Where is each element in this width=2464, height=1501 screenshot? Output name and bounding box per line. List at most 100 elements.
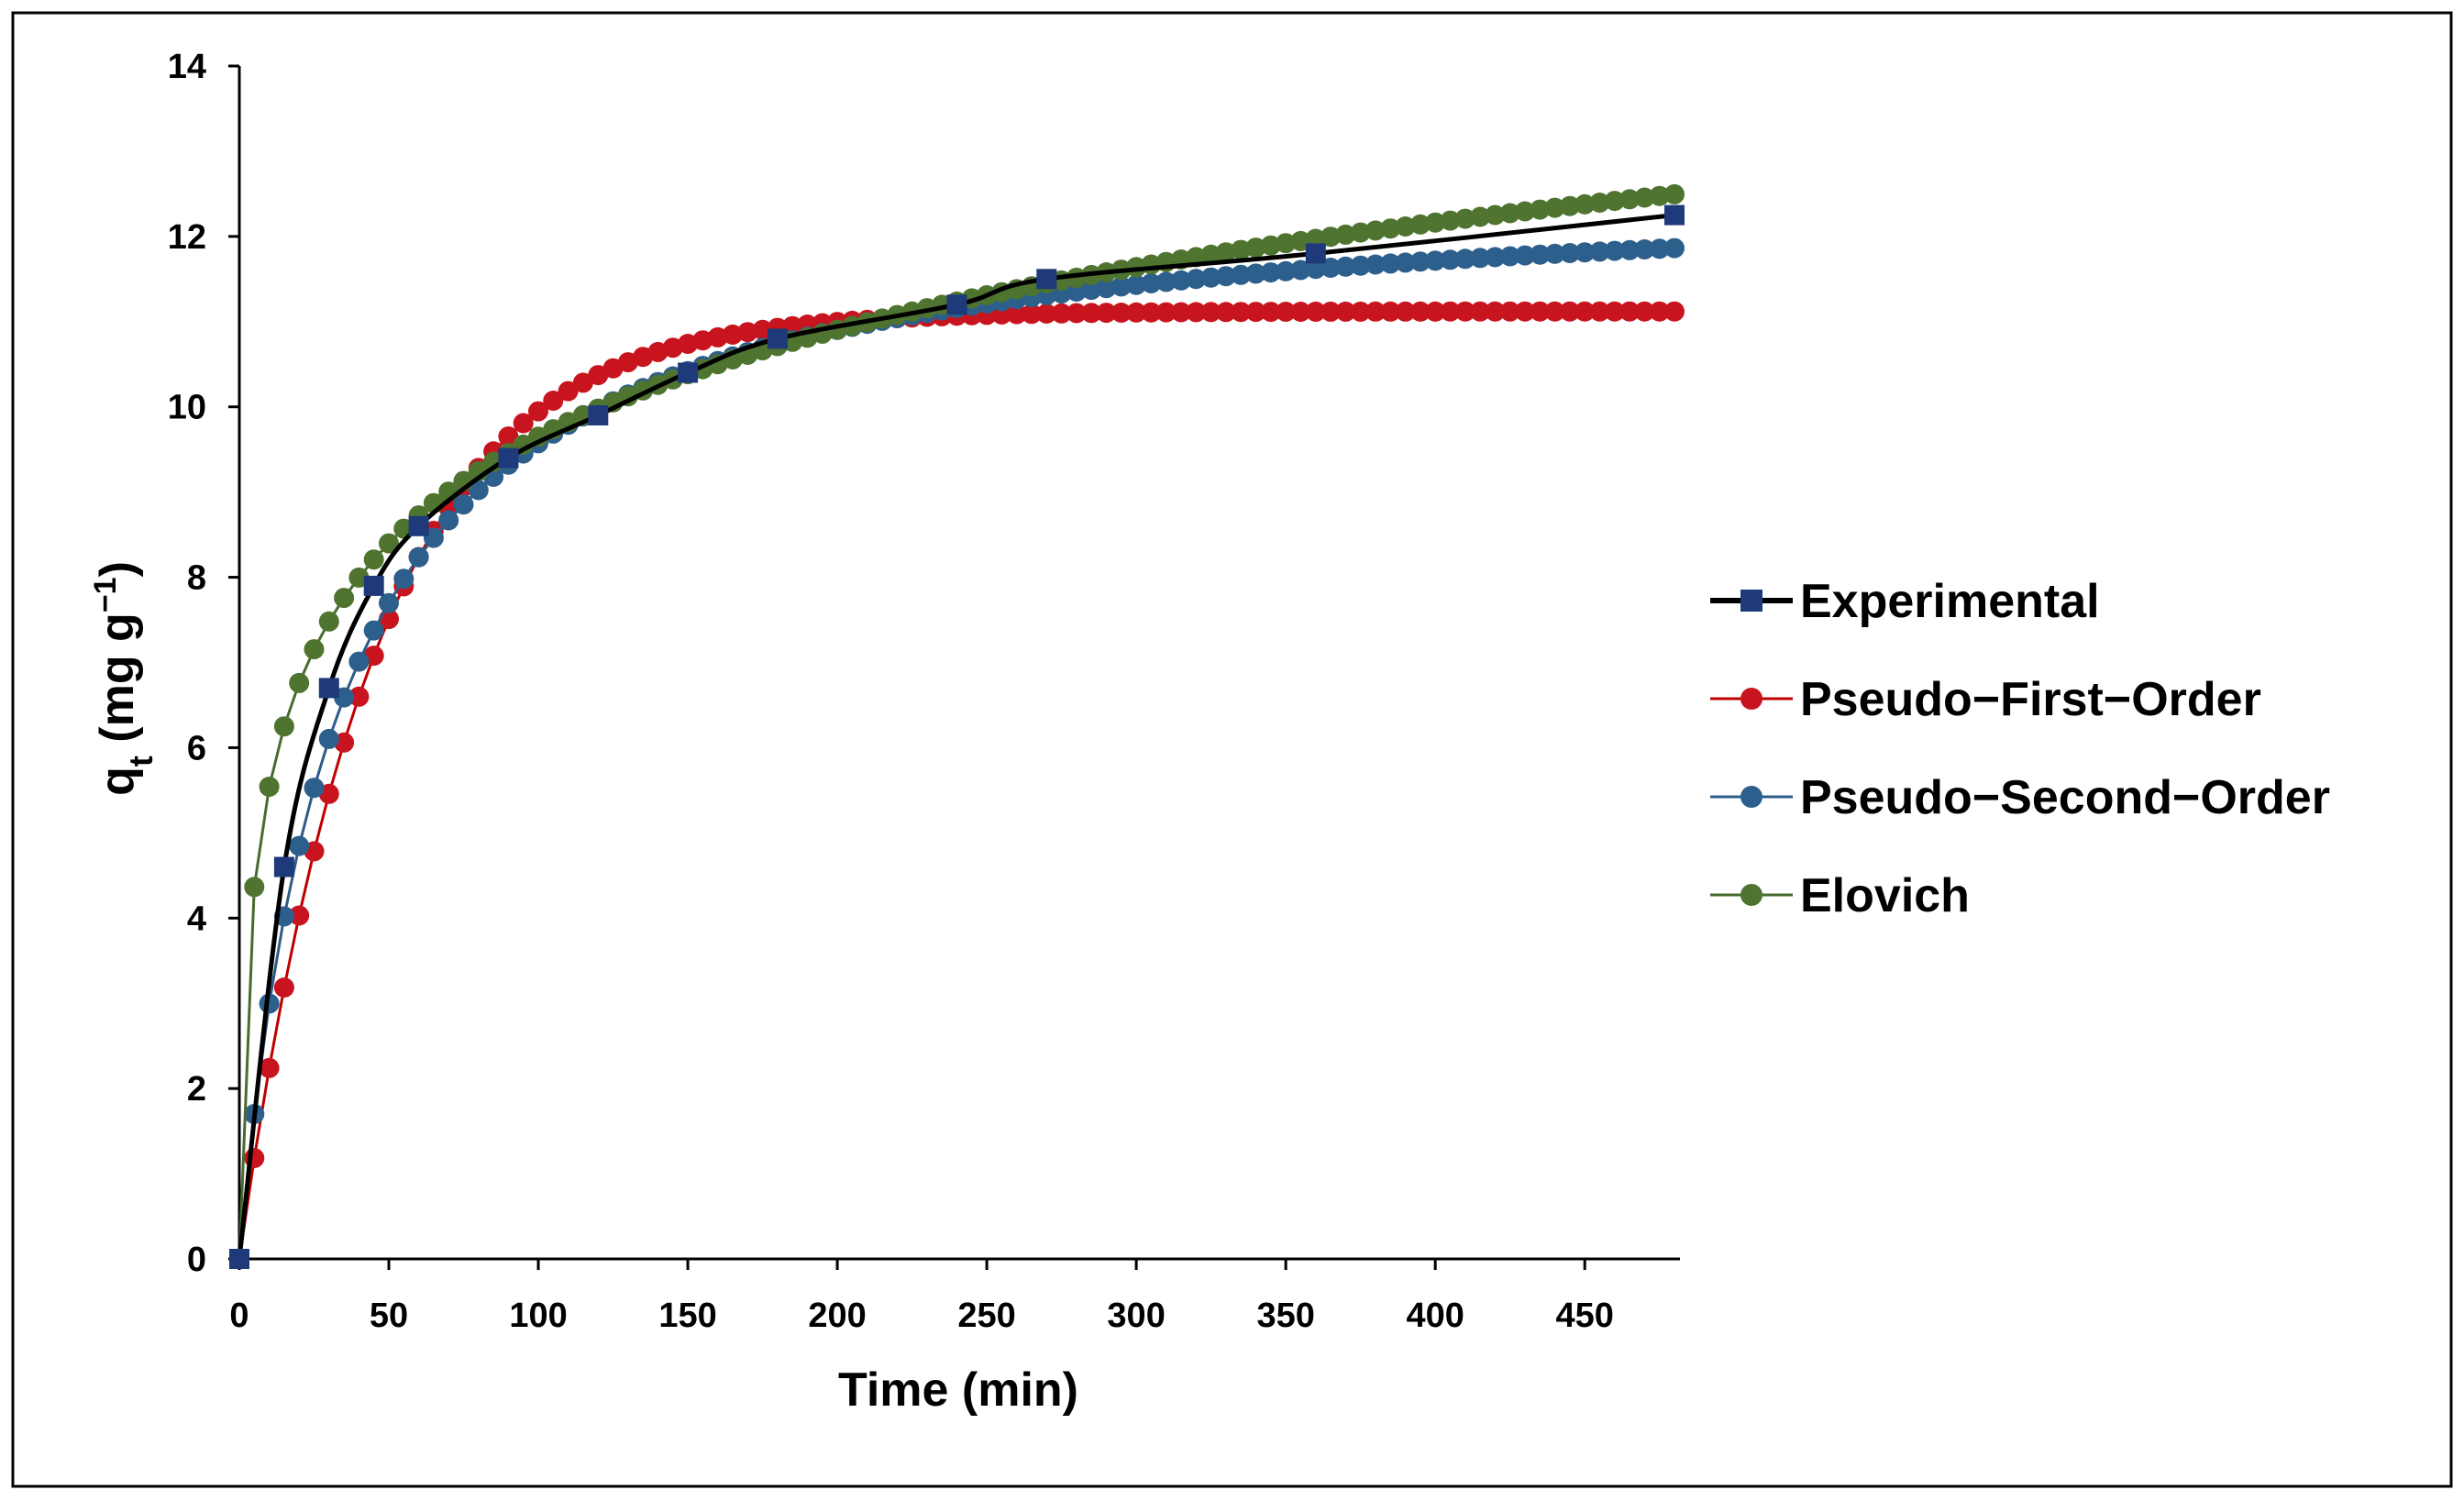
data-point [379,533,399,554]
data-point [1440,210,1461,231]
x-tick-label: 400 [1406,1297,1464,1335]
data-point [1276,260,1297,281]
series-elovich [229,183,1685,1269]
data-point [348,686,370,707]
data-point [1395,216,1416,237]
data-point [379,592,399,613]
data-point [1276,302,1297,322]
data-point [1110,303,1132,323]
data-point [1649,185,1670,206]
data-point [1186,269,1207,290]
data-point [1066,303,1087,324]
y-tick-label: 2 [187,1070,206,1109]
data-point [408,515,429,536]
data-point [1589,193,1610,213]
figure-frame [11,11,2453,1488]
x-tick-label: 0 [229,1297,249,1335]
data-point [1380,218,1401,239]
data-point [1245,237,1266,259]
data-point [1559,301,1580,322]
x-tick-label: 250 [957,1297,1015,1335]
data-point [1649,301,1670,322]
y-tick-label: 12 [168,218,206,257]
data-point [1454,301,1475,322]
data-point [1604,301,1625,322]
legend-label: Elovich [1800,869,1970,922]
data-point [1409,251,1431,272]
series-experimental [229,204,1685,1269]
y-tick-label: 10 [168,389,206,427]
data-point [1335,301,1356,322]
x-tick-label: 350 [1256,1297,1314,1335]
data-point [1081,303,1102,324]
data-point [1425,250,1446,271]
x-tick-label: 450 [1555,1297,1613,1335]
data-point [1454,248,1475,270]
y-tick-label: 14 [168,48,206,86]
data-point [1485,204,1506,226]
data-point [1589,301,1610,322]
legend-item-experimental: Experimental [1710,575,2100,628]
data-point [453,494,474,515]
data-point [318,728,339,749]
data-point [1425,301,1446,322]
data-point [363,549,384,570]
data-point [1499,246,1520,267]
data-point [1499,301,1520,322]
data-point [513,413,534,434]
data-point [1664,301,1685,322]
data-point [1589,241,1610,262]
data-point [1305,243,1326,264]
data-point [1231,239,1252,260]
data-point [1155,302,1177,323]
x-tick-label: 150 [658,1297,716,1335]
data-point [1036,304,1057,324]
data-point [1515,201,1535,222]
data-point [273,977,294,998]
data-point [1126,302,1147,323]
data-point [1305,259,1326,280]
data-point [1559,195,1580,216]
data-point [468,480,489,501]
data-point [1335,224,1356,245]
data-point [543,391,564,411]
data-point [289,835,310,856]
data-point [1155,271,1177,292]
data-point [588,405,609,425]
data-point [1245,263,1266,284]
data-point [1290,302,1311,322]
data-point [318,678,339,699]
data-point [1081,280,1102,301]
data-point [1215,242,1236,263]
data-point [1544,197,1565,218]
legend-label: Experimental [1800,575,2100,628]
data-point [1664,183,1685,204]
data-point [1215,302,1236,323]
data-point [259,1057,280,1078]
data-point [1022,304,1042,325]
data-point [1320,226,1342,248]
x-tick-label: 300 [1107,1297,1165,1335]
data-point [1200,244,1221,265]
data-point [767,328,788,349]
data-point [1305,301,1326,322]
data-point [1634,239,1655,259]
data-point [1200,302,1221,323]
data-point [363,620,384,641]
data-point [1231,302,1252,323]
data-point [1530,244,1551,265]
legend-item-pseudo-second-order: Pseudo−Second−Order [1710,771,2330,824]
data-point [1276,233,1297,254]
data-point [1649,238,1670,259]
data-point [1186,302,1207,323]
legend-swatch-marker [1740,884,1762,906]
data-point [1350,255,1371,276]
data-point [1544,301,1565,322]
data-point [1141,302,1162,323]
data-point [707,326,728,348]
legend-item-elovich: Elovich [1710,869,1970,922]
data-point [304,639,325,660]
data-point [273,716,294,737]
data-point [1096,303,1117,324]
